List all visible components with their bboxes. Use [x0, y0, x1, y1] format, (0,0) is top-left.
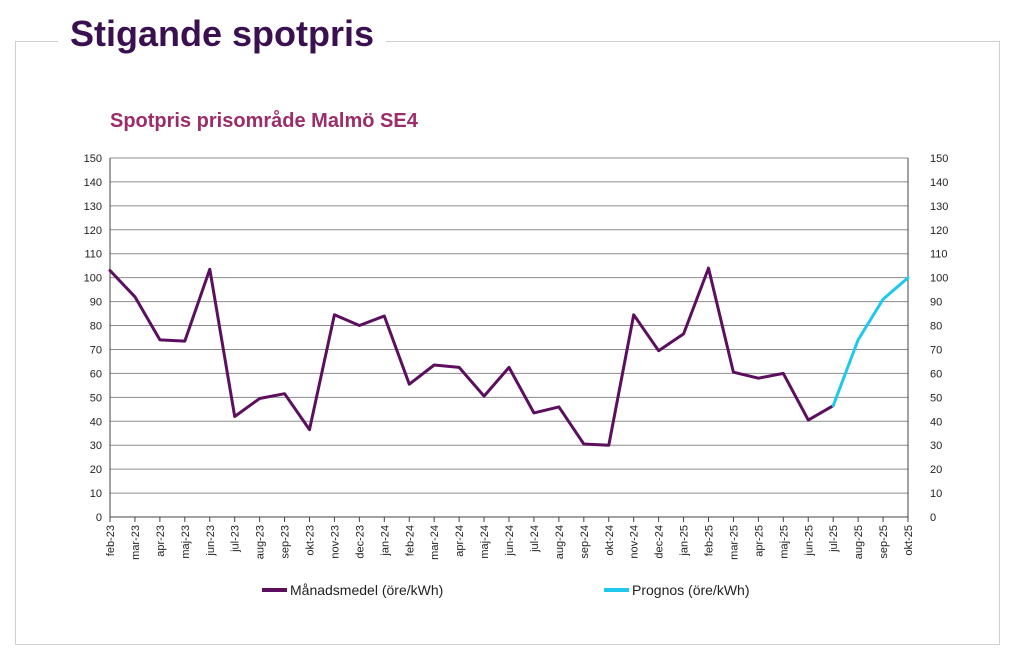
y-tick-label-right: 100	[930, 273, 948, 285]
y-tick-label-right: 120	[930, 225, 948, 237]
x-tick-label: sep-23	[280, 525, 292, 559]
x-tick-label: aug-24	[554, 525, 566, 559]
y-tick-label-left: 50	[90, 392, 102, 404]
x-tick-label: jul-24	[529, 525, 541, 553]
y-tick-label-right: 80	[930, 321, 942, 333]
y-tick-label-right: 30	[930, 440, 942, 452]
x-tick-label: okt-23	[305, 525, 317, 556]
x-tick-label: dec-23	[354, 525, 366, 559]
y-tick-label-left: 60	[90, 368, 102, 380]
slide-frame	[15, 41, 1000, 645]
x-tick-label: mar-24	[429, 525, 441, 560]
x-tick-label: sep-25	[878, 525, 890, 559]
x-tick-label: apr-24	[454, 525, 466, 557]
y-tick-label-right: 70	[930, 344, 942, 356]
y-tick-label-right: 60	[930, 368, 942, 380]
y-tick-label-left: 10	[90, 488, 102, 500]
x-tick-label: apr-25	[753, 525, 765, 557]
x-tick-label: feb-24	[404, 525, 416, 556]
x-tick-label: aug-25	[853, 525, 865, 559]
y-tick-label-right: 20	[930, 464, 942, 476]
y-tick-label-left: 120	[84, 225, 102, 237]
x-tick-label: dec-24	[654, 525, 666, 559]
x-tick-label: aug-23	[255, 525, 267, 559]
y-tick-label-right: 110	[930, 249, 948, 261]
y-tick-label-right: 90	[930, 297, 942, 309]
x-tick-label: feb-23	[105, 525, 117, 556]
y-tick-label-left: 100	[84, 273, 102, 285]
series-line-monthly-average	[108, 266, 835, 447]
x-tick-label: okt-25	[903, 525, 915, 556]
x-tick-label: okt-24	[604, 525, 616, 556]
y-tick-label-left: 30	[90, 440, 102, 452]
x-tick-label: feb-25	[704, 525, 716, 556]
legend-label: Prognos (öre/kWh)	[632, 582, 749, 598]
x-tick-label: apr-23	[155, 525, 167, 557]
x-tick-label: mar-25	[728, 525, 740, 560]
y-tick-label-right: 140	[930, 177, 948, 189]
x-tick-label: jul-25	[828, 525, 840, 553]
y-tick-label-left: 40	[90, 416, 102, 428]
x-tick-label: jun-25	[803, 525, 815, 557]
x-tick-label: jul-23	[230, 525, 242, 553]
x-tick-label: nov-23	[329, 525, 341, 559]
x-tick-label: jan-25	[679, 525, 691, 557]
y-tick-label-right: 130	[930, 201, 948, 213]
y-tick-label-right: 40	[930, 416, 942, 428]
y-tick-label-left: 70	[90, 344, 102, 356]
y-tick-label-left: 130	[84, 201, 102, 213]
y-tick-label-left: 80	[90, 321, 102, 333]
x-tick-label: maj-24	[479, 525, 491, 559]
y-tick-label-left: 150	[84, 153, 102, 165]
legend-label: Månadsmedel (öre/kWh)	[290, 582, 443, 598]
y-tick-label-right: 10	[930, 488, 942, 500]
x-tick-label: mar-23	[130, 525, 142, 560]
x-tick-label: jun-23	[205, 525, 217, 557]
y-tick-label-left: 140	[84, 177, 102, 189]
y-tick-label-left: 90	[90, 297, 102, 309]
y-tick-label-left: 0	[96, 512, 102, 524]
y-tick-label-right: 150	[930, 153, 948, 165]
x-tick-label: sep-24	[579, 525, 591, 559]
x-tick-label: maj-23	[180, 525, 192, 559]
series-line-forecast	[831, 276, 910, 408]
y-tick-label-right: 0	[930, 512, 936, 524]
x-tick-label: maj-25	[778, 525, 790, 559]
y-tick-label-left: 20	[90, 464, 102, 476]
page-title: Stigande spotpris	[58, 12, 387, 56]
x-tick-label: jan-24	[379, 525, 391, 557]
y-tick-label-left: 110	[84, 249, 102, 261]
x-tick-label: nov-24	[629, 525, 641, 559]
x-tick-label: jun-24	[504, 525, 516, 557]
y-tick-label-right: 50	[930, 392, 942, 404]
chart-title: Spotpris prisområde Malmö SE4	[110, 110, 418, 132]
